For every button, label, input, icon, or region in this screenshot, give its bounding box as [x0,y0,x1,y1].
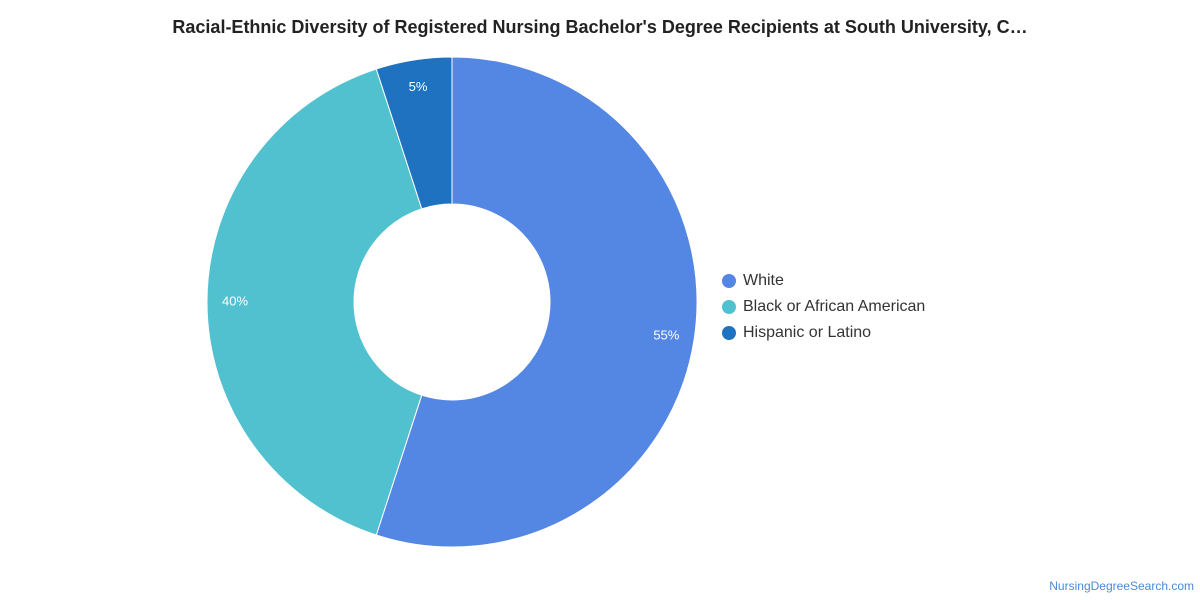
chart-title: Racial-Ethnic Diversity of Registered Nu… [172,17,1028,37]
slice-black-or-african-american[interactable] [206,68,423,536]
legend-dot-hispanic-or-latino [722,326,736,340]
slice-label-black-or-african-american: 40% [222,293,248,308]
legend-label-white: White [743,272,784,289]
source-link[interactable]: NursingDegreeSearch.com [1049,579,1194,593]
legend-item-hispanic-or-latino[interactable]: Hispanic or Latino [722,320,925,346]
slice-label-hispanic-or-latino: 5% [409,79,428,94]
legend-dot-white [722,274,736,288]
legend-label-black-or-african-american: Black or African American [743,298,926,315]
slice-white[interactable] [375,56,698,548]
legend-item-white[interactable]: White [722,268,925,294]
slice-hispanic-or-latino[interactable] [375,56,453,210]
legend-label-hispanic-or-latino: Hispanic or Latino [743,324,872,341]
slice-label-white: 55% [653,327,679,342]
legend-item-black-or-african-american[interactable]: Black or African American [722,294,925,320]
chart-legend: White Black or African American Hispanic… [722,268,925,346]
legend-dot-black-or-african-american [722,300,736,314]
